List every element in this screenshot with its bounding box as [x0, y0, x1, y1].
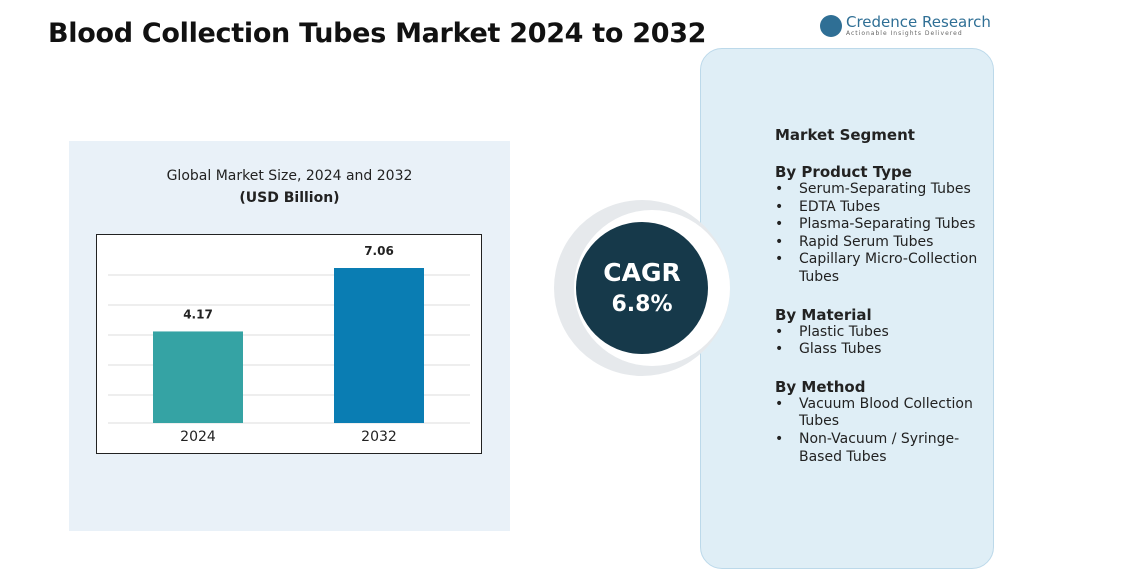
segment-heading: By Product Type — [775, 163, 912, 181]
segment-list: Vacuum Blood Collection TubesNon-Vacuum … — [775, 396, 995, 466]
data-label: 7.06 — [364, 244, 394, 258]
cagr-circle — [576, 222, 708, 354]
segment-item: Non-Vacuum / Syringe-Based Tubes — [775, 431, 995, 466]
segment-list: Serum-Separating TubesEDTA TubesPlasma-S… — [775, 181, 995, 287]
logo-icon — [820, 14, 842, 37]
segment-heading: By Method — [775, 377, 866, 396]
logo-tagline: Actionable Insights Delivered — [846, 30, 963, 37]
segment-item: Serum-Separating Tubes — [775, 181, 995, 199]
segment-heading: By Material — [775, 305, 872, 324]
segment-item: Capillary Micro-Collection Tubes — [775, 251, 995, 286]
cagr-label: CAGR — [603, 258, 680, 287]
segments: Market Segment By Product TypeSerum-Sepa… — [775, 126, 995, 485]
chart-subtitle: (USD Billion) — [239, 190, 340, 206]
logo-name: Credence Research — [846, 13, 991, 31]
chart-title: Global Market Size, 2024 and 2032 — [166, 168, 413, 184]
page-title: Blood Collection Tubes Market 2024 to 20… — [48, 18, 707, 49]
bar — [153, 331, 243, 423]
segment-item: Plasma-Separating Tubes — [775, 216, 995, 234]
segment-item: Vacuum Blood Collection Tubes — [775, 396, 995, 431]
bar — [334, 268, 424, 423]
segment-item: Plastic Tubes — [775, 324, 995, 342]
data-label: 4.17 — [183, 307, 213, 321]
segment-item: EDTA Tubes — [775, 199, 995, 217]
segment-item: Glass Tubes — [775, 341, 995, 359]
x-tick-label: 2024 — [180, 429, 216, 445]
segment-list: Plastic TubesGlass Tubes — [775, 324, 995, 359]
logo-text: Credence Research Actionable Insights De… — [846, 14, 991, 37]
cagr-value: 6.8% — [611, 292, 672, 317]
x-tick-label: 2032 — [361, 429, 397, 445]
logo: Credence Research Actionable Insights De… — [820, 14, 991, 37]
segments-title: Market Segment — [775, 126, 915, 144]
segment-item: Rapid Serum Tubes — [775, 234, 995, 252]
